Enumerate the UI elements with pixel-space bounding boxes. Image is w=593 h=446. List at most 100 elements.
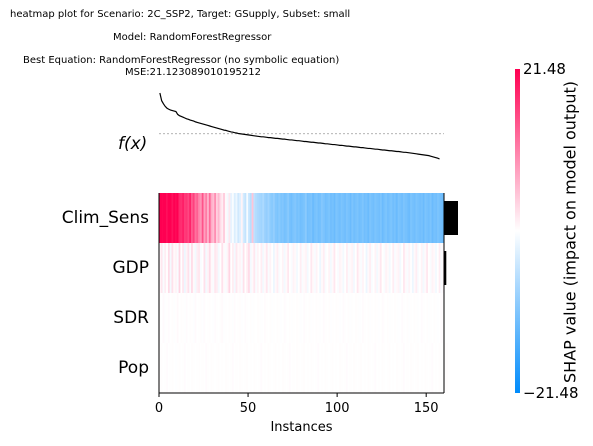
heatmap-cell <box>290 193 293 243</box>
heatmap-cell <box>321 343 324 393</box>
heatmap-cell <box>426 343 429 393</box>
heatmap-cell <box>233 343 236 393</box>
heatmap-cell <box>199 293 203 343</box>
heatmap-cell <box>212 193 215 243</box>
heatmap-cell <box>276 343 279 393</box>
heatmap-cell <box>249 193 252 243</box>
heatmap-cell <box>262 343 265 393</box>
heatmap-cell <box>283 343 286 393</box>
heatmap-cell <box>435 193 438 243</box>
heatmap-cell <box>399 193 402 243</box>
heatmap-cell <box>180 293 183 343</box>
heatmap-cell <box>271 243 274 293</box>
heatmap-cell <box>376 193 379 243</box>
heatmap-cell <box>264 243 267 293</box>
heatmap-cell <box>431 293 434 343</box>
heatmap-cell <box>269 343 272 393</box>
heatmap-cell <box>262 193 265 243</box>
heatmap-cell <box>404 193 407 243</box>
heatmap-cell <box>436 243 439 293</box>
heatmap-cell <box>228 293 231 343</box>
feature-label-clim-sens: Clim_Sens <box>61 208 149 228</box>
heatmap-cell <box>422 293 425 343</box>
heatmap-cell <box>424 343 427 393</box>
heatmap-cell <box>246 343 249 393</box>
heatmap-cell <box>324 293 327 343</box>
heatmap-cell <box>265 293 268 343</box>
heatmap-cell <box>417 343 420 393</box>
heatmap-cell <box>264 293 267 343</box>
heatmap-cell <box>207 343 210 393</box>
heatmap-cell <box>413 293 416 343</box>
heatmap-cell <box>276 293 279 343</box>
heatmap-cell <box>426 293 429 343</box>
heatmap-cell <box>349 293 352 343</box>
heatmap-cell <box>171 343 174 393</box>
heatmap-cell <box>175 293 178 343</box>
heatmap-cell <box>182 193 185 243</box>
heatmap-cell <box>388 193 391 243</box>
heatmap-cell <box>322 193 325 243</box>
heatmap-cell <box>192 243 195 293</box>
heatmap-cell <box>349 343 352 393</box>
heatmap-cell <box>410 243 413 293</box>
heatmap-cell <box>178 293 181 343</box>
heatmap-cell <box>256 243 260 293</box>
heatmap-cell <box>313 243 317 293</box>
colorbar <box>515 69 520 393</box>
heatmap-cell <box>214 193 217 243</box>
heatmap-cell <box>406 193 409 243</box>
heatmap-cell <box>256 293 260 343</box>
heatmap-cell <box>210 343 213 393</box>
heatmap-cell <box>240 193 244 243</box>
heatmap-cell <box>321 293 324 343</box>
chart-title-line-2: Model: RandomForestRegressor <box>113 32 272 43</box>
heatmap-cell <box>210 193 213 243</box>
heatmap-cell <box>283 293 286 343</box>
heatmap-cell <box>253 243 256 293</box>
heatmap-cell <box>239 293 242 343</box>
heatmap-cell <box>189 193 192 243</box>
heatmap-cell <box>248 243 251 293</box>
heatmap-cell <box>224 193 227 243</box>
heatmap-cell <box>372 293 375 343</box>
heatmap-cell <box>287 343 290 393</box>
heatmap-cell <box>273 293 276 343</box>
heatmap-cell <box>173 343 176 393</box>
heatmap-cell <box>372 193 375 243</box>
heatmap-cell <box>219 193 222 243</box>
heatmap-cell <box>196 343 199 393</box>
heatmap-cell <box>410 193 413 243</box>
chart-title-line-3: Best Equation: RandomForestRegressor (no… <box>23 55 340 66</box>
heatmap-cell <box>187 343 190 393</box>
heatmap-cell <box>297 293 301 343</box>
heatmap-cell <box>205 243 208 293</box>
x-tick-label: 150 <box>414 401 439 416</box>
heatmap-cell <box>189 293 192 343</box>
heatmap-cell <box>237 293 240 343</box>
heatmap-cell <box>313 193 317 243</box>
x-ticks: 0 50 100 150 <box>155 393 439 416</box>
heatmap-cell <box>178 243 181 293</box>
heatmap-cell <box>392 193 395 243</box>
heatmap-cell <box>251 343 254 393</box>
heatmap-cell <box>301 343 304 393</box>
heatmap-cell <box>169 293 172 343</box>
x-tick-label: 100 <box>325 401 350 416</box>
heatmap-cell <box>399 293 402 343</box>
heatmap-cell <box>271 343 274 393</box>
heatmap-cell <box>378 293 381 343</box>
heatmap-cell <box>411 293 415 343</box>
heatmap-cell <box>413 343 416 393</box>
heatmap-cell <box>442 343 445 393</box>
heatmap-cell <box>362 343 365 393</box>
heatmap-cell <box>358 193 361 243</box>
feature-label-pop: Pop <box>118 358 149 378</box>
heatmap-cell <box>183 293 187 343</box>
heatmap-cell <box>322 343 325 393</box>
heatmap-cell <box>319 193 322 243</box>
heatmap-cell <box>395 343 398 393</box>
heatmap-cell <box>303 243 306 293</box>
heatmap-cell <box>228 193 231 243</box>
heatmap-cell <box>370 343 374 393</box>
